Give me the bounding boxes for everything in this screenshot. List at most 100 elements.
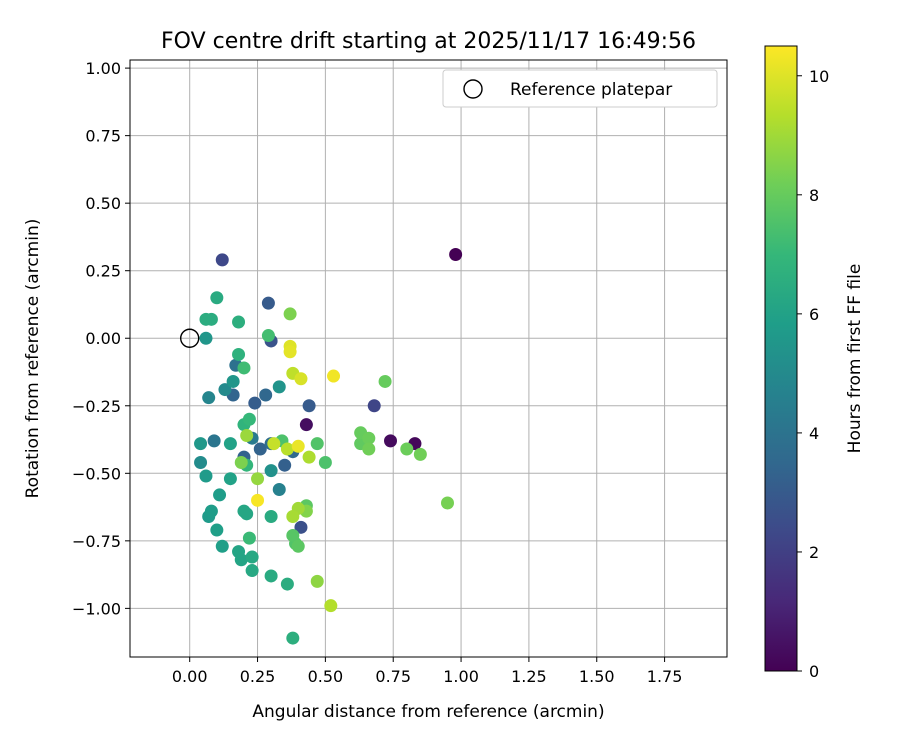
data-point [280,577,294,591]
data-point [283,345,297,359]
data-point [234,553,248,567]
x-tick-label: 1.75 [647,667,683,686]
chart-title: FOV centre drift starting at 2025/11/17 … [161,29,696,54]
data-point [318,456,332,470]
data-point [283,307,297,321]
data-point [245,550,259,564]
data-point [215,539,229,553]
x-tick-label: 0.25 [240,667,276,686]
data-point [232,315,246,329]
data-point [378,374,392,388]
data-point [248,396,262,410]
data-point [242,412,256,426]
data-point [324,599,338,613]
reference-marker-layer [179,328,200,348]
data-point [251,493,265,507]
data-point [449,247,463,261]
grid-lines [130,60,727,657]
data-point [251,472,265,486]
colorbar-frame [764,45,798,672]
data-point [240,428,254,442]
data-point [280,442,294,456]
data-point [223,472,237,486]
data-point [286,528,300,542]
x-tick-label: 0.50 [308,667,344,686]
data-point [215,253,229,267]
data-point [253,442,267,456]
data-point [362,431,376,445]
legend-reference-marker [463,79,483,99]
data-point [294,520,308,534]
data-point [240,507,254,521]
data-point [291,439,305,453]
data-point [261,329,275,343]
data-point [272,380,286,394]
colorbar-tick-label: 10 [809,67,829,86]
data-point [286,510,300,524]
data-point [310,437,324,451]
data-point [302,450,316,464]
y-tick-label: −1.00 [72,599,121,618]
data-point [210,523,224,537]
y-axis-label: Rotation from reference (arcmin) [23,219,43,499]
y-tick-label: 0.00 [85,329,121,348]
data-point [223,437,237,451]
colorbar-tick-label: 0 [809,662,819,681]
y-tick-label: 0.50 [85,194,121,213]
colorbar-gradient [765,46,797,671]
data-point [213,488,227,502]
x-tick-label: 0.75 [375,667,411,686]
data-point [362,442,376,456]
data-point [204,504,218,518]
data-point [264,464,278,478]
scatter-points [194,247,463,645]
y-tick-label: −0.50 [72,464,121,483]
data-point [232,347,246,361]
x-axis-label: Angular distance from reference (arcmin) [252,702,604,722]
y-tick-label: −0.75 [72,532,121,551]
y-tick-label: 0.75 [85,127,121,146]
data-point [327,369,341,383]
data-point [199,312,213,326]
data-point [264,569,278,583]
data-point [310,574,324,588]
data-point [207,434,221,448]
data-point [245,564,259,578]
data-point [261,296,275,310]
data-point [267,437,281,451]
y-tick-label: 0.25 [85,262,121,281]
data-point [302,399,316,413]
data-point [413,447,427,461]
data-point [272,483,286,497]
x-tick-label: 1.50 [579,667,615,686]
axis-ticks: 0.00 0.25 0.50 0.75 1.00 1.25 1.50 1.75 1.00 0.75… [72,59,682,686]
data-point [286,631,300,645]
legend-label: Reference platepar [510,80,672,100]
data-point [194,437,208,451]
data-point [237,361,251,375]
data-point [202,391,216,405]
colorbar-ticks: 0 2 4 6 8 10 [797,67,829,681]
data-point [210,291,224,305]
legend: Reference platepar [442,69,718,108]
data-point [242,531,256,545]
colorbar-tick-label: 8 [809,186,819,205]
data-point [194,456,208,470]
x-tick-label: 1.25 [511,667,547,686]
colorbar-tick-label: 4 [809,424,819,443]
data-point [400,442,414,456]
data-point [234,456,248,470]
data-point [264,510,278,524]
data-point [278,458,292,472]
x-tick-label: 0.00 [172,667,208,686]
data-point [291,539,305,553]
x-tick-label: 1.00 [443,667,479,686]
data-point [294,372,308,386]
data-point [218,383,232,397]
data-point [384,434,398,448]
data-point [199,469,213,483]
data-point [367,399,381,413]
colorbar-tick-label: 2 [809,543,819,562]
colorbar-label: Hours from first FF file [845,264,865,454]
